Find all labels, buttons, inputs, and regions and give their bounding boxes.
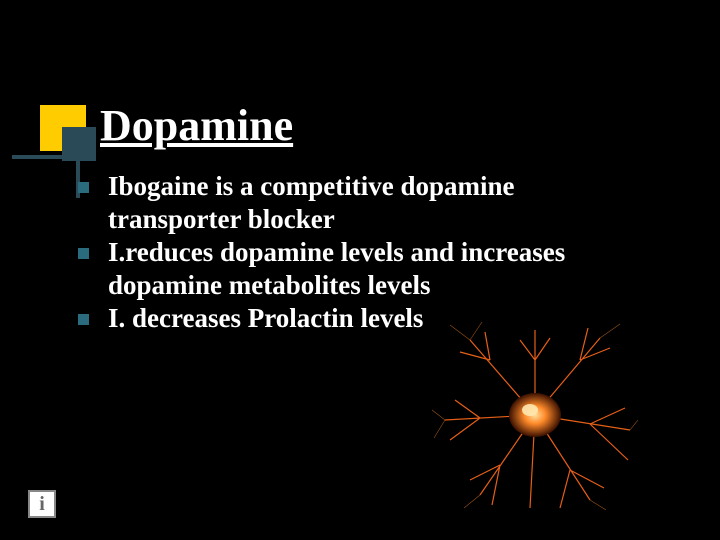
info-icon[interactable]: i xyxy=(28,490,56,518)
neuron-svg xyxy=(430,320,640,510)
bullet-item: Ibogaine is a competitive dopamine trans… xyxy=(78,170,638,236)
bullet-marker-icon xyxy=(78,314,89,325)
info-glyph: i xyxy=(39,494,45,514)
slide-title: Dopamine xyxy=(100,100,293,151)
bullet-list: Ibogaine is a competitive dopamine trans… xyxy=(78,170,638,335)
bullet-text: Ibogaine is a competitive dopamine trans… xyxy=(108,170,638,236)
bullet-marker-icon xyxy=(78,182,89,193)
slide-root: Dopamine Ibogaine is a competitive dopam… xyxy=(0,0,720,540)
bullet-text: I.reduces dopamine levels and increases … xyxy=(108,236,638,302)
neuron-image xyxy=(430,320,640,510)
bullet-marker-icon xyxy=(78,248,89,259)
bullet-item: I.reduces dopamine levels and increases … xyxy=(78,236,638,302)
